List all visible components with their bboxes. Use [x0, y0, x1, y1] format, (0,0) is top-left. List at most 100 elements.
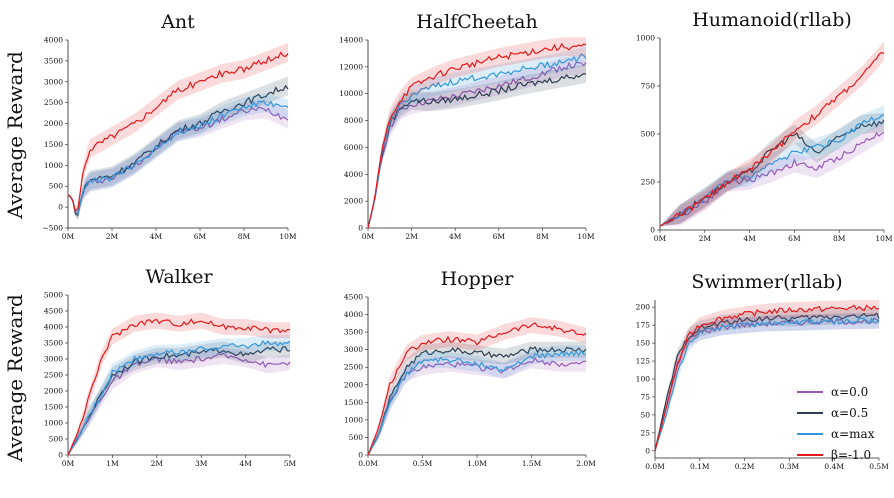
y-tick-label: 2500 — [44, 371, 63, 380]
y-tick-label: 500 — [49, 435, 64, 444]
x-tick-label: 2M — [699, 234, 712, 243]
x-tick-label: 0M — [362, 232, 375, 241]
x-tick-label: 4M — [150, 232, 163, 241]
x-tick-label: 8M — [536, 232, 549, 241]
x-tick-label: 6M — [194, 232, 207, 241]
legend-label: β=-1.0 — [831, 448, 871, 462]
panel-title: Ant — [160, 11, 195, 33]
x-tick-label: 0.0M — [645, 462, 665, 471]
y-tick-label: 50 — [640, 410, 650, 419]
x-tick-label: 8M — [238, 232, 251, 241]
y-tick-label: 2500 — [344, 363, 363, 372]
y-tick-label: 250 — [641, 178, 656, 187]
y-tick-label: 500 — [641, 130, 656, 139]
panel-title: Hopper — [441, 268, 515, 290]
y-tick-label: 1500 — [44, 403, 63, 412]
y-tick-label: 14000 — [339, 36, 363, 45]
series-band-4 — [68, 312, 290, 455]
x-tick-label: 0.5M — [869, 462, 889, 471]
y-tick-label: 6000 — [344, 143, 363, 152]
y-axis-label-top: Average Reward — [3, 51, 27, 220]
x-tick-label: 3M — [195, 459, 208, 468]
y-tick-label: 1500 — [44, 140, 63, 149]
y-tick-label: 2500 — [44, 98, 63, 107]
y-tick-label: 25 — [640, 428, 650, 437]
y-tick-label: 3000 — [44, 77, 63, 86]
y-tick-label: 12000 — [339, 62, 363, 71]
series-band-3 — [655, 312, 879, 451]
y-tick-label: 0 — [58, 451, 63, 460]
y-tick-label: 3500 — [44, 339, 63, 348]
x-tick-label: 0M — [62, 459, 75, 468]
y-tick-label: 1000 — [44, 161, 63, 170]
series-band-2 — [368, 64, 586, 228]
series-line-4 — [659, 51, 885, 227]
series-band-1 — [68, 99, 288, 220]
series-line-4 — [654, 304, 880, 451]
series-line-2 — [367, 73, 587, 229]
panel-2: HalfCheetah 0 2000 4000 6000 8000 10000 12000 14… — [339, 11, 595, 241]
y-tick-label: 3500 — [44, 56, 63, 65]
y-tick-label: 500 — [49, 182, 64, 191]
x-tick-label: 6M — [788, 234, 801, 243]
y-tick-label: 750 — [641, 82, 656, 91]
y-tick-label: 75 — [640, 392, 650, 401]
x-tick-label: 10M — [279, 232, 297, 241]
series-line-3 — [367, 349, 587, 456]
y-tick-label: 4500 — [44, 307, 63, 316]
y-tick-label: 1000 — [636, 34, 655, 43]
series-band-1 — [655, 312, 879, 451]
series-line-1 — [367, 61, 587, 229]
y-tick-label: 100 — [636, 375, 651, 384]
x-tick-label: 8M — [833, 234, 846, 243]
x-tick-label: 0.5M — [413, 459, 433, 468]
y-tick-label: 0 — [358, 451, 363, 460]
y-tick-label: 175 — [636, 321, 651, 330]
x-tick-label: 2M — [151, 459, 164, 468]
x-tick-label: 0.3M — [780, 462, 800, 471]
x-tick-label: 0.2M — [735, 462, 755, 471]
series-line-2 — [67, 345, 291, 456]
x-tick-label: 0.4M — [824, 462, 844, 471]
y-tick-label: 2000 — [344, 197, 363, 206]
series-band-4 — [68, 43, 288, 216]
x-tick-label: 1.5M — [522, 459, 542, 468]
y-tick-label: −500 — [42, 224, 63, 233]
x-tick-label: 4M — [239, 459, 252, 468]
series-band-1 — [660, 120, 884, 227]
y-tick-label: 1000 — [44, 419, 63, 428]
legend-label: α=max — [831, 427, 875, 441]
y-tick-label: 0 — [645, 446, 650, 455]
x-tick-label: 1M — [106, 459, 119, 468]
legend-label: α=0.0 — [831, 385, 868, 399]
y-tick-label: 3000 — [44, 355, 63, 364]
series-band-3 — [660, 105, 884, 227]
x-tick-label: 0M — [654, 234, 667, 243]
series-band-3 — [68, 93, 288, 219]
x-tick-label: 2M — [405, 232, 418, 241]
series-line-1 — [654, 317, 880, 451]
panel-1: Ant −500 0 500 1000 1500 2000 2500 3000 3500 4000 0… — [42, 11, 297, 241]
series-band-3 — [368, 46, 586, 229]
y-axis-label-bottom: Average Reward — [3, 294, 27, 463]
y-tick-label: 8000 — [344, 116, 363, 125]
panel-6: Swimmer(rllab) 0 25 50 75 100 125 150 175 200 0.0M… — [636, 271, 889, 471]
y-tick-label: 3500 — [344, 328, 363, 337]
y-tick-label: 4000 — [344, 170, 363, 179]
series-band-4 — [660, 41, 884, 227]
series-band-4 — [655, 300, 879, 451]
y-tick-label: 4000 — [44, 36, 63, 45]
y-tick-label: 2000 — [44, 119, 63, 128]
series-line-4 — [67, 318, 291, 456]
series-band-1 — [68, 347, 290, 455]
panel-title: HalfCheetah — [416, 11, 537, 33]
series-line-3 — [367, 53, 587, 229]
y-tick-label: 500 — [349, 433, 364, 442]
x-tick-label: 10M — [577, 232, 595, 241]
y-tick-label: 0 — [358, 224, 363, 233]
y-tick-label: 125 — [636, 357, 651, 366]
panel-3: Humanoid(rllab) 0 250 500 750 1000 0M 2M 4M 6M 8M 1… — [636, 9, 893, 243]
series-line-3 — [654, 317, 880, 451]
y-tick-label: 200 — [636, 303, 651, 312]
